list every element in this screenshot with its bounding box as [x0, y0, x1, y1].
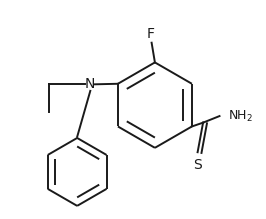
- Text: N: N: [85, 77, 95, 91]
- Text: NH$_2$: NH$_2$: [228, 109, 253, 124]
- Text: S: S: [193, 158, 202, 172]
- Text: F: F: [147, 26, 155, 41]
